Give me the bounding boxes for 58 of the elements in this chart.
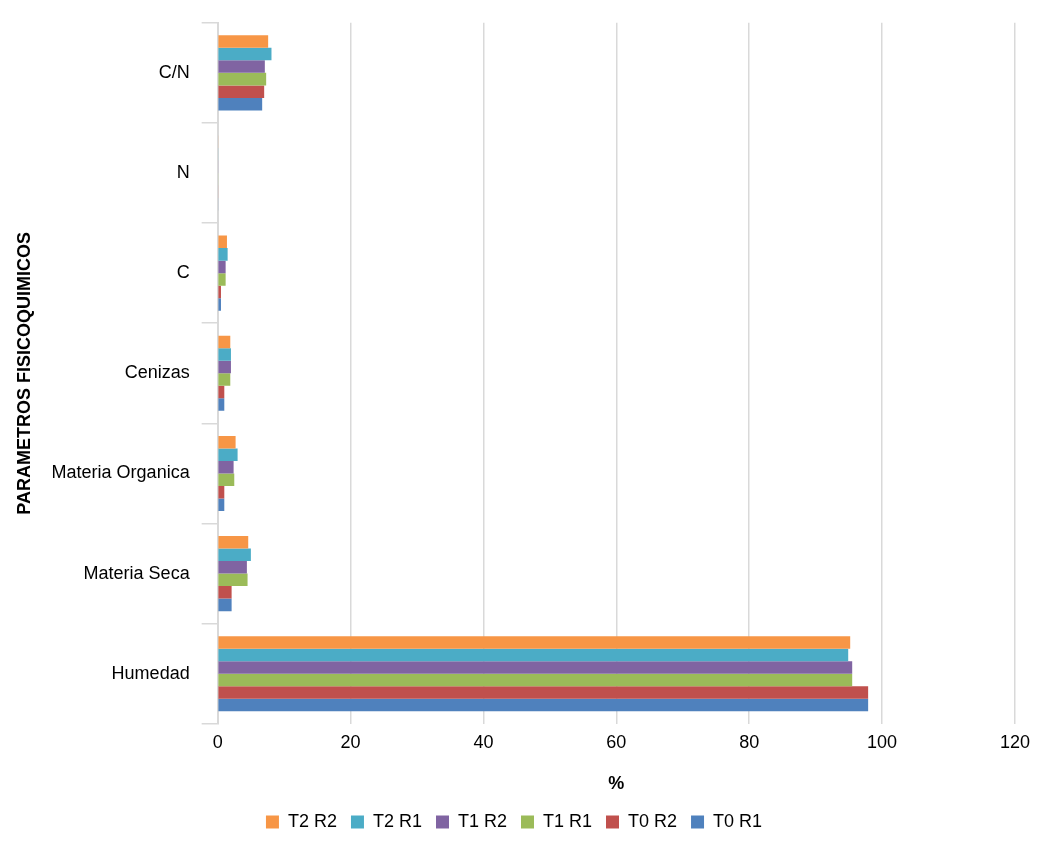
bar	[218, 35, 269, 48]
bar	[218, 636, 851, 649]
y-tick-label: Humedad	[111, 662, 190, 683]
bar	[218, 285, 221, 299]
bar	[218, 485, 225, 499]
bar	[218, 586, 232, 599]
bar	[218, 548, 251, 562]
bar	[218, 673, 853, 687]
y-tick-label: C/N	[158, 61, 190, 82]
bar	[218, 398, 225, 411]
bar	[218, 648, 849, 662]
legend-label: T1 R1	[543, 810, 593, 831]
bar	[218, 335, 231, 349]
x-tick-label: 60	[606, 731, 627, 752]
bar	[218, 385, 225, 399]
bar	[218, 473, 235, 486]
bar	[218, 248, 228, 261]
bar	[218, 460, 234, 474]
bar	[218, 686, 869, 699]
x-tick-label: 20	[340, 731, 361, 752]
bar	[218, 536, 249, 549]
legend-label: T0 R1	[713, 810, 763, 831]
bar	[218, 72, 267, 86]
bar	[218, 60, 265, 73]
y-tick-label: Materia Organica	[51, 462, 191, 483]
bar	[218, 235, 227, 249]
bar	[218, 360, 231, 374]
bar	[218, 435, 236, 449]
bar	[218, 97, 263, 111]
bar	[218, 85, 265, 98]
bar	[218, 373, 231, 386]
x-tick-label: 120	[999, 731, 1031, 752]
bar	[218, 47, 272, 61]
y-axis-title: PARAMETROS FISICOQUIMICOS	[13, 231, 34, 515]
legend-label: T2 R1	[372, 810, 422, 831]
bar	[218, 448, 238, 461]
x-tick-label: 0	[212, 731, 223, 752]
bar	[218, 260, 226, 274]
x-tick-label: 100	[867, 731, 898, 752]
y-tick-label: Materia Seca	[83, 562, 191, 583]
x-tick-label: 80	[739, 731, 760, 752]
bar	[218, 573, 248, 587]
bar	[218, 348, 231, 361]
bar	[218, 273, 226, 286]
legend-label: T2 R2	[287, 810, 337, 831]
bar	[218, 298, 221, 311]
bar	[218, 661, 853, 674]
legend-label: T1 R2	[457, 810, 508, 831]
bar	[218, 598, 232, 612]
y-tick-label: N	[176, 161, 190, 182]
y-tick-label: C	[176, 262, 190, 283]
y-tick-label: Cenizas	[124, 362, 190, 383]
bar	[218, 561, 247, 574]
bar	[218, 498, 225, 511]
x-tick-label: 40	[473, 731, 494, 752]
legend-label: T0 R2	[628, 810, 678, 831]
x-axis-title: %	[608, 773, 625, 794]
bar	[218, 698, 869, 712]
